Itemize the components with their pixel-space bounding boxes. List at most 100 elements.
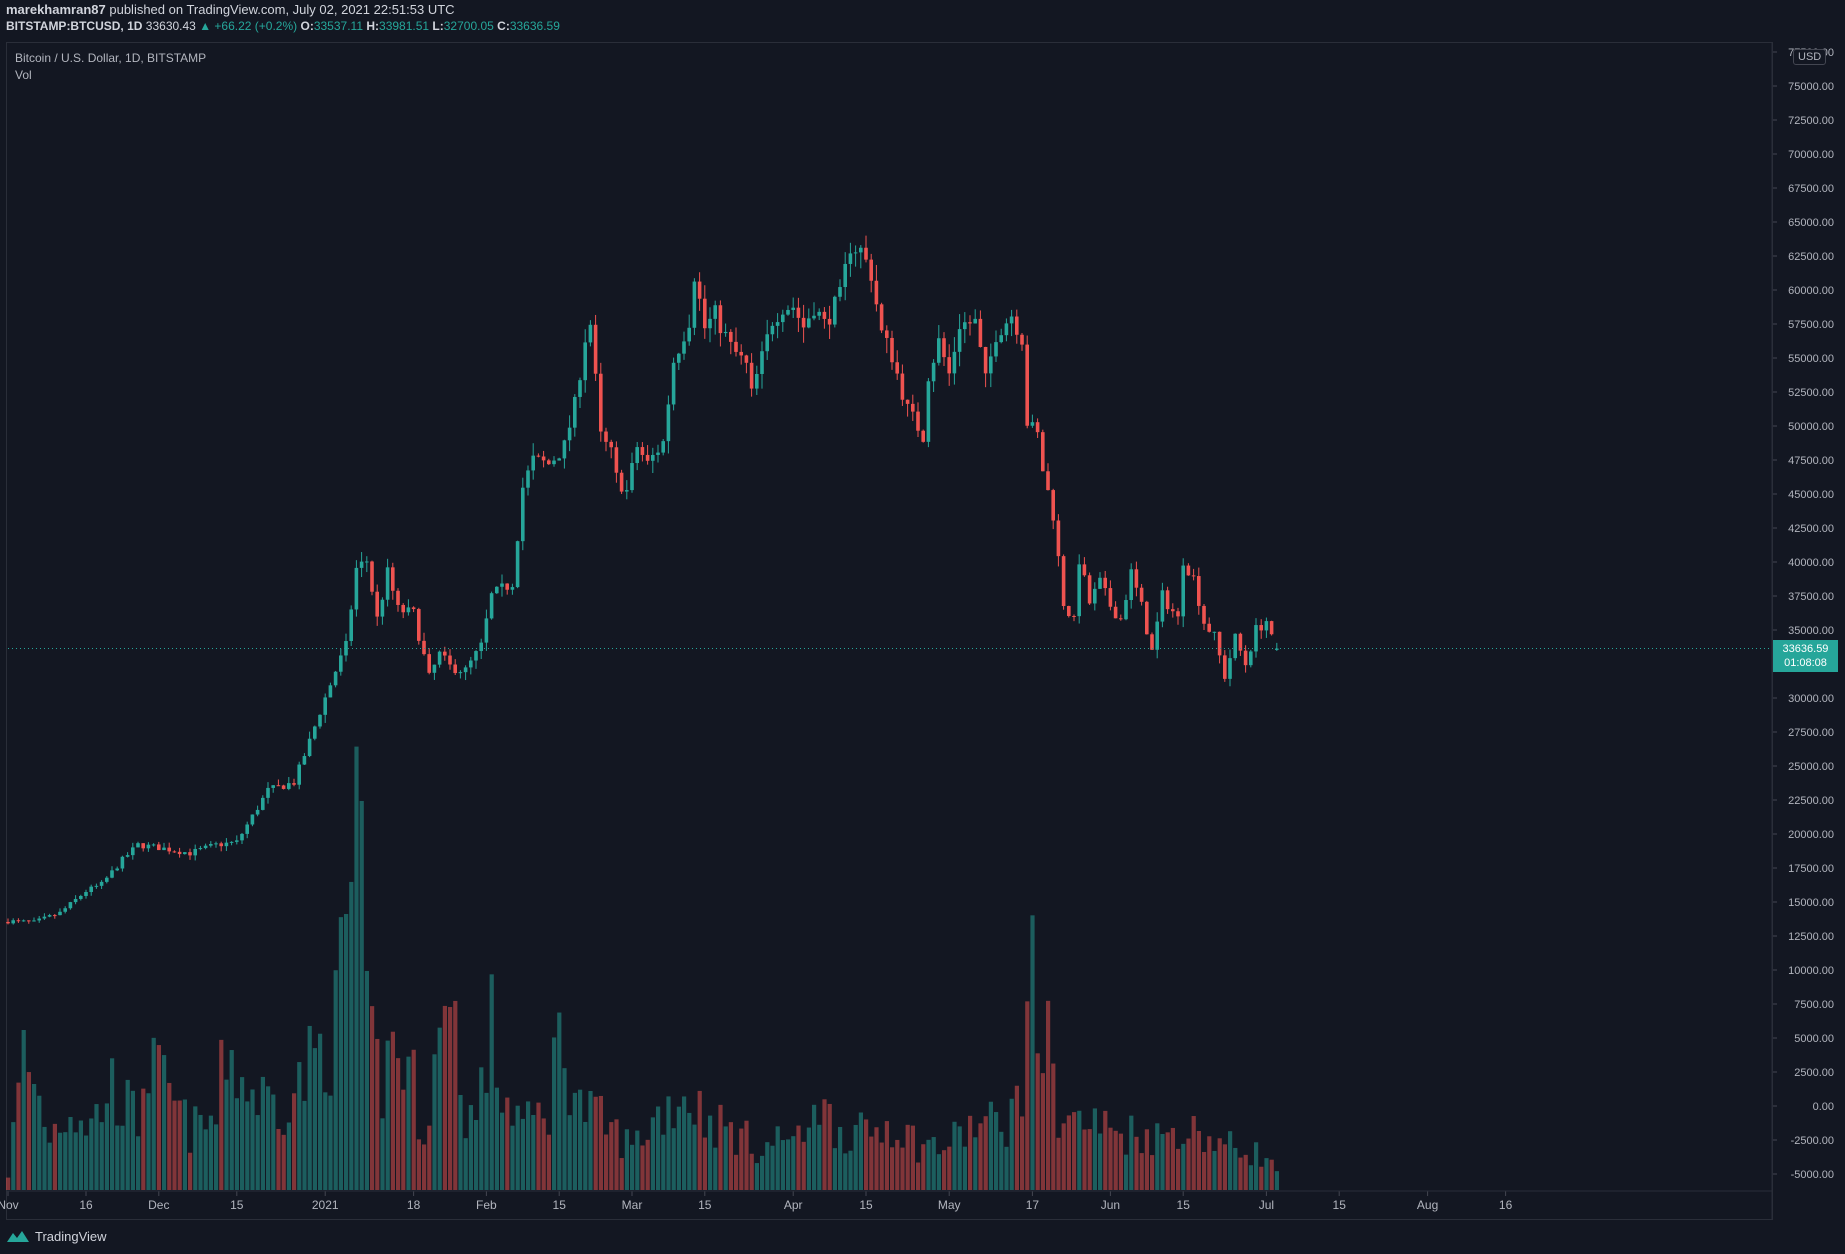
y-tick-label: 2500.00 (1794, 1067, 1834, 1079)
candle (16, 918, 21, 923)
candle (432, 664, 437, 680)
candle (437, 650, 442, 668)
candle (697, 272, 702, 311)
volume-bar (1092, 1108, 1097, 1190)
candle (1046, 463, 1050, 491)
volume-bar (494, 1087, 499, 1190)
volume-bar (245, 1101, 250, 1190)
volume-bar (141, 1088, 146, 1190)
candle (229, 841, 234, 846)
currency-badge[interactable]: USD (1793, 49, 1827, 65)
volume-bar (427, 1125, 432, 1190)
candle (796, 297, 801, 333)
volume-bar (120, 1125, 125, 1190)
candle (926, 378, 931, 448)
candle (99, 880, 104, 889)
close-value: 33636.59 (509, 19, 560, 33)
volume-bar (1248, 1165, 1253, 1190)
volume-bar (84, 1135, 89, 1190)
volume-bar (349, 881, 354, 1190)
last-price: 33630.43 (145, 19, 196, 33)
candle (391, 562, 395, 600)
candle (791, 297, 795, 319)
candle (84, 889, 88, 899)
volume-bar (172, 1100, 177, 1190)
volume-bar (952, 1121, 957, 1190)
candle (775, 313, 780, 339)
brand-label: TradingView (35, 1229, 107, 1244)
y-tick-label: 10000.00 (1788, 965, 1834, 977)
chart-legend: Bitcoin / U.S. Dollar, 1D, BITSTAMP Vol (15, 50, 206, 84)
legend-volume[interactable]: Vol (15, 68, 32, 82)
y-tick-label: 27500.00 (1788, 727, 1834, 739)
volume-bar (630, 1144, 635, 1190)
volume-bar (375, 1038, 380, 1190)
candle (1056, 514, 1061, 567)
symbol-label[interactable]: BITSTAMP:BTCUSD, 1D (6, 19, 143, 33)
volume-bar (895, 1139, 900, 1190)
volume-bar (318, 1033, 323, 1190)
candle (396, 588, 400, 612)
volume-bar (864, 1119, 869, 1190)
volume-bar (151, 1037, 156, 1190)
candle (53, 913, 57, 919)
candle (677, 352, 681, 371)
volume-bar (58, 1132, 63, 1190)
x-tick-label: 15 (230, 1198, 244, 1212)
volume-bar (416, 1139, 421, 1190)
candle (162, 842, 166, 851)
volume-bar (448, 1007, 453, 1190)
candle (952, 337, 957, 385)
x-tick-label: Dec (148, 1198, 169, 1212)
candle (495, 586, 499, 594)
y-tick-label: 70000.00 (1788, 149, 1834, 161)
candle (874, 264, 879, 312)
volume-bar (921, 1144, 926, 1190)
volume-bar (973, 1137, 978, 1190)
volume-bar (884, 1121, 889, 1190)
publisher-name[interactable]: marekhamran87 (6, 2, 106, 17)
volume-bar (515, 1105, 520, 1190)
y-tick-label: 75000.00 (1788, 81, 1834, 93)
volume-bar (442, 1005, 447, 1190)
volume-bar (957, 1126, 962, 1190)
volume-bar (708, 1115, 713, 1190)
volume-bar (635, 1130, 640, 1190)
candle (994, 330, 998, 363)
volume-bar (1072, 1112, 1077, 1190)
volume-bar (26, 1072, 31, 1190)
volume-bar (224, 1079, 229, 1190)
low-label: L: (432, 19, 444, 33)
candle (427, 648, 431, 675)
candle (307, 731, 312, 758)
volume-bar (567, 1115, 572, 1190)
candle (588, 320, 593, 347)
open-label: O: (300, 19, 314, 33)
volume-bar (994, 1112, 999, 1190)
volume-bar (905, 1124, 910, 1190)
candle (47, 913, 52, 918)
volume-bar (1181, 1143, 1186, 1190)
candle (1004, 318, 1009, 342)
tradingview-brand[interactable]: TradingView (6, 1229, 107, 1244)
candle (833, 295, 837, 328)
candle (734, 327, 738, 357)
volume-bar (47, 1142, 52, 1190)
volume-bar (240, 1077, 245, 1190)
candle (323, 693, 327, 723)
candle (183, 851, 187, 855)
y-tick-label: 62500.00 (1788, 251, 1834, 263)
volume-bar (1170, 1127, 1175, 1190)
candle (661, 438, 665, 456)
candle (240, 833, 244, 844)
candle (245, 821, 249, 839)
legend-title[interactable]: Bitcoin / U.S. Dollar, 1D, BITSTAMP (15, 51, 207, 65)
volume-bar (1259, 1166, 1264, 1190)
volume-bar (1228, 1131, 1233, 1190)
candle (58, 908, 62, 916)
candle (224, 838, 229, 851)
candle (1093, 582, 1097, 611)
candle (79, 894, 83, 901)
volume-bar (1264, 1158, 1269, 1190)
